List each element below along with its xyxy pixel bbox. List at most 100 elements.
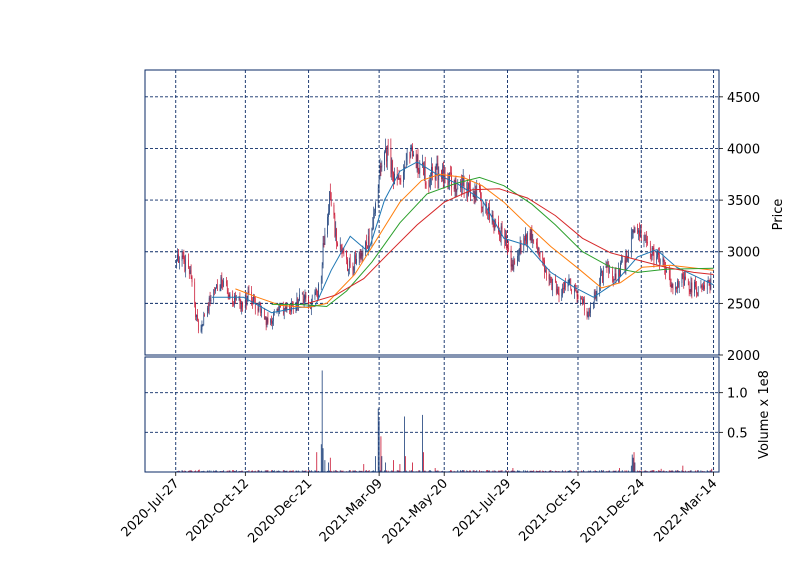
candle [469,174,470,193]
volume-bar [675,470,677,472]
candle [695,276,696,290]
volume-bar [466,470,468,472]
candle [489,199,490,223]
candle [665,261,667,280]
volume-bar [450,470,451,472]
candle [631,229,633,240]
candle [248,285,250,295]
volume-bar [615,470,617,472]
volume-bar [335,470,337,472]
candle [272,317,273,330]
volume-bar [451,470,452,472]
volume-bar [286,470,288,472]
volume-bar [569,470,571,472]
candle [251,286,253,306]
candle [512,259,514,271]
volume-bar [424,470,426,472]
volume-bar [618,470,620,472]
volume-bar [241,470,243,472]
volume-bar [588,470,590,472]
candle [532,233,534,249]
volume-bar [651,470,653,472]
volume-bar [473,470,475,472]
candle [514,258,516,265]
candle [651,245,653,261]
candle [552,278,554,297]
candle [202,324,204,327]
volume-bar [367,470,369,472]
volume-bar [539,470,541,472]
volume-bar [246,470,248,472]
volume-bar [283,470,285,472]
candle [416,153,418,173]
candle [544,257,545,279]
candle [207,305,208,318]
candle [587,311,589,318]
candle [303,294,305,308]
volume-bar [659,470,661,472]
candle [525,227,526,245]
volume-bar [501,470,503,472]
volume-bar [453,470,455,472]
volume-bar [358,470,360,472]
volume-bar [267,470,269,472]
candle [704,280,705,291]
volume-bar [658,470,659,472]
candle [537,246,539,256]
candle [339,237,341,252]
volume-bar [428,470,430,472]
candle [235,294,237,301]
volume-bar [320,444,322,472]
candle [563,281,564,294]
price-tick-label: 3500 [727,194,760,209]
candle [221,272,223,289]
candle [323,235,325,248]
volume-bar [290,470,291,472]
candle [213,289,215,305]
candle [197,318,199,334]
price-tick-label: 2000 [727,349,760,364]
volume-bar [479,470,480,472]
candle [353,266,355,276]
candle [627,255,629,263]
volume-bar [423,470,425,472]
candle [228,292,230,300]
candle [551,276,553,291]
volume-bar [215,470,216,472]
candle [415,149,417,169]
candle [606,261,608,273]
candle [634,226,636,233]
volume-tick-label: 0.5 [727,426,748,441]
candle [381,160,383,172]
volume-bar [261,470,263,472]
candle [621,255,623,263]
volume-bar [234,470,235,472]
candle [685,270,686,281]
volume-bar [548,470,550,472]
volume-bar [517,470,518,472]
volume-bar [385,462,386,472]
volume-bar [399,464,401,472]
volume-bar [282,470,284,472]
volume-bar [354,470,356,472]
volume-bar [529,470,531,472]
price-tick-label: 4500 [727,91,760,106]
candle [523,234,525,254]
candle [501,221,503,236]
candle [264,316,266,320]
volume-bar [266,470,268,472]
volume-bar [608,470,610,472]
volume-bar [248,470,250,472]
candle [314,289,316,300]
candle [545,267,547,281]
candle [379,158,381,180]
volume-bar [195,470,197,472]
volume-bar [614,470,616,472]
volume-bar [228,470,230,472]
volume-bar [398,470,400,472]
candle [423,161,424,176]
volume-bar [609,470,611,472]
volume-bar [379,470,381,472]
volume-bar [276,470,278,472]
candle [328,204,329,226]
